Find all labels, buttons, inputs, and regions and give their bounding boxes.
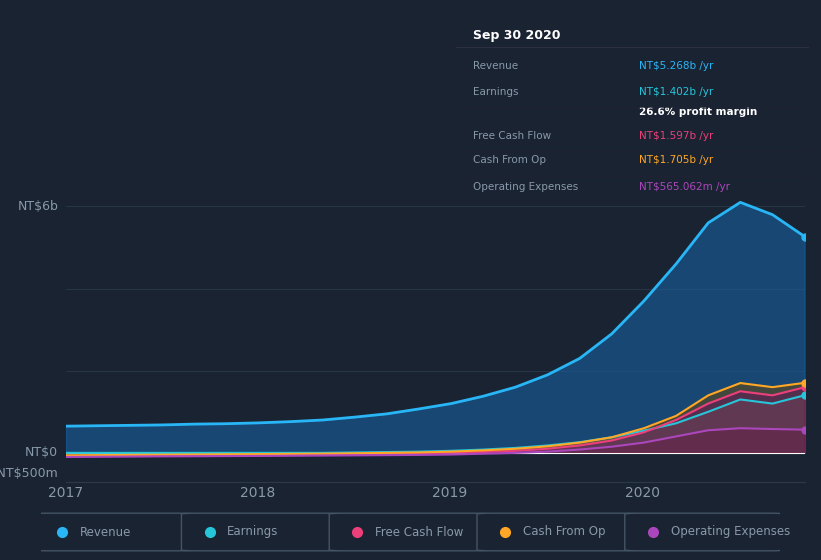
Text: 26.6% profit margin: 26.6% profit margin <box>640 107 758 117</box>
Text: NT$565.062m /yr: NT$565.062m /yr <box>640 181 730 192</box>
Text: NT$5.268b /yr: NT$5.268b /yr <box>640 60 713 71</box>
Text: Free Cash Flow: Free Cash Flow <box>474 131 552 141</box>
Text: NT$6b: NT$6b <box>17 200 58 213</box>
Text: Revenue: Revenue <box>474 60 518 71</box>
Text: Cash From Op: Cash From Op <box>474 155 546 165</box>
FancyBboxPatch shape <box>329 513 488 551</box>
Text: Cash From Op: Cash From Op <box>523 525 605 539</box>
Text: NT$1.597b /yr: NT$1.597b /yr <box>640 131 713 141</box>
FancyBboxPatch shape <box>34 513 193 551</box>
Text: Operating Expenses: Operating Expenses <box>671 525 790 539</box>
Text: Operating Expenses: Operating Expenses <box>474 181 579 192</box>
FancyBboxPatch shape <box>181 513 341 551</box>
FancyBboxPatch shape <box>477 513 636 551</box>
Text: -NT$500m: -NT$500m <box>0 467 58 480</box>
Text: Sep 30 2020: Sep 30 2020 <box>474 29 561 43</box>
Text: Free Cash Flow: Free Cash Flow <box>375 525 463 539</box>
Text: Earnings: Earnings <box>227 525 278 539</box>
FancyBboxPatch shape <box>625 513 784 551</box>
Text: NT$1.402b /yr: NT$1.402b /yr <box>640 87 713 97</box>
Text: NT$0: NT$0 <box>25 446 58 459</box>
Text: NT$1.705b /yr: NT$1.705b /yr <box>640 155 713 165</box>
Text: Earnings: Earnings <box>474 87 519 97</box>
Text: Revenue: Revenue <box>80 525 131 539</box>
